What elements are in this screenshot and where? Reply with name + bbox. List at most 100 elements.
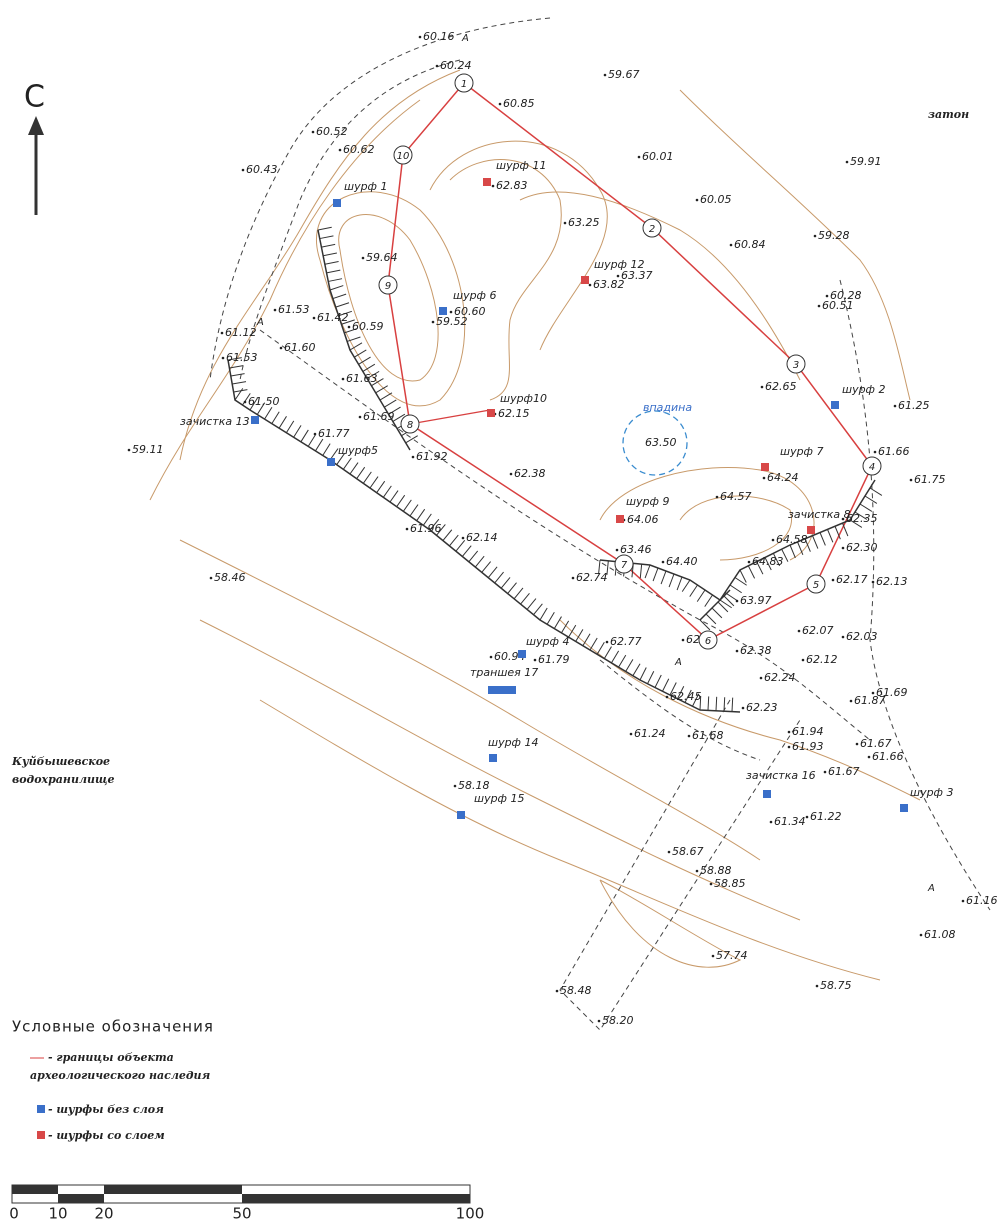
- pit-marker: [900, 804, 908, 812]
- elevation-label: 61.53: [278, 303, 310, 316]
- elevation-dot: [662, 561, 665, 564]
- boundary-point-label: 9: [385, 281, 391, 292]
- water-label: водохранилище: [12, 773, 114, 786]
- elevation-dot: [606, 641, 609, 644]
- elevation-dot: [128, 449, 131, 452]
- hatch-tick: [449, 535, 458, 546]
- elevation-label: 62.77: [610, 635, 642, 648]
- hatch-tick: [705, 595, 713, 607]
- legend-swatch: [37, 1105, 45, 1113]
- elevation-dot: [802, 659, 805, 662]
- hatch-tick: [790, 545, 795, 558]
- elevation-dot: [222, 357, 225, 360]
- hatch-tick: [716, 697, 717, 711]
- elevation-dot: [666, 696, 669, 699]
- elevation-label: 61.96: [410, 522, 442, 535]
- hatch-tick: [640, 564, 641, 578]
- hatch-tick: [648, 671, 654, 684]
- elevation-dot: [280, 347, 283, 350]
- elevation-dot: [770, 821, 773, 824]
- elevation-dot: [763, 477, 766, 480]
- elevation-dot: [638, 156, 641, 159]
- elevation-dot: [760, 677, 763, 680]
- legend-swatch: [37, 1131, 45, 1139]
- elevation-dot: [274, 309, 277, 312]
- elevation-dot: [716, 496, 719, 499]
- pit-marker: [483, 178, 491, 186]
- hatch-tick: [328, 279, 342, 282]
- elevation-dot: [832, 579, 835, 582]
- elevation-label: 62.45: [670, 690, 702, 703]
- elevation-dot: [868, 756, 871, 759]
- scale-label: 10: [48, 1205, 67, 1223]
- elevation-label: 62.83: [496, 179, 528, 192]
- hatch-tick: [320, 236, 334, 239]
- elevation-label: 64.06: [627, 513, 659, 526]
- hatch-tick: [265, 407, 272, 419]
- elevation-dot: [362, 257, 365, 260]
- elevation-label: 61.66: [878, 445, 910, 458]
- elevation-dot: [736, 600, 739, 603]
- elevation-dot: [556, 990, 559, 993]
- elevation-label: 64.83: [752, 555, 784, 568]
- elevation-dot: [761, 386, 764, 389]
- hatch-tick: [363, 472, 371, 483]
- pit-label: шурф5: [338, 444, 378, 457]
- elevation-label: 64.40: [666, 555, 698, 568]
- hatch-tick: [308, 434, 315, 446]
- elevation-dot: [419, 36, 422, 39]
- elevation-label: 61.22: [810, 810, 842, 823]
- hatch-tick: [604, 647, 611, 659]
- hatch-tick: [397, 495, 405, 506]
- hatch-tick: [619, 655, 626, 667]
- elevation-label: 61.42: [317, 311, 349, 324]
- pit-label: зачистка 8: [788, 508, 851, 521]
- elevation-label: 60.84: [734, 238, 766, 251]
- pit-label: зачистка 13: [180, 415, 250, 428]
- hatch-tick: [661, 571, 666, 584]
- north-label: С: [24, 80, 45, 115]
- elevation-dot: [850, 700, 853, 703]
- elevation-dot: [818, 305, 821, 308]
- scale-label: 100: [456, 1205, 485, 1223]
- hatch-tick: [720, 600, 732, 608]
- elevation-label: 62.23: [746, 701, 778, 714]
- elevation-dot: [842, 547, 845, 550]
- elevation-label: 59.91: [850, 155, 882, 168]
- hatch-tick: [865, 496, 877, 503]
- hatch-tick: [653, 568, 658, 581]
- elevation-label: 62.13: [876, 575, 908, 588]
- elevation-label: 61.25: [898, 399, 930, 412]
- hatch-tick: [377, 481, 385, 492]
- elevation-label: 58.85: [714, 877, 746, 890]
- elevation-label: 60.52: [316, 125, 348, 138]
- pit-marker: [251, 416, 259, 424]
- pit-marker: [761, 463, 769, 471]
- elevation-dot: [788, 746, 791, 749]
- hatch-tick: [645, 565, 650, 578]
- water-label: Куйбышевское: [11, 755, 110, 768]
- elevation-label: 58.67: [672, 845, 704, 858]
- hatch-tick: [380, 393, 392, 400]
- hatch-tick: [403, 500, 411, 511]
- elevation-dot: [564, 222, 567, 225]
- boundary-point-label: 1: [461, 79, 467, 90]
- hatch-tick: [813, 536, 818, 549]
- elevation-label: 61.67: [828, 765, 860, 778]
- elevation-dot: [462, 537, 465, 540]
- pit-marker: [763, 790, 771, 798]
- elevation-label: 62.03: [846, 630, 878, 643]
- pit-label: шурф 6: [453, 289, 496, 302]
- hatch-tick: [330, 286, 343, 290]
- hatch-tick: [712, 608, 722, 618]
- elevation-dot: [894, 405, 897, 408]
- scale-label: 20: [94, 1205, 113, 1223]
- elevation-label: 61.12: [225, 326, 257, 339]
- hatch-tick: [390, 491, 398, 502]
- elevation-dot: [499, 103, 502, 106]
- hatch-tick: [655, 675, 661, 688]
- pit-marker: [581, 276, 589, 284]
- pit-label: шурф 15: [474, 792, 524, 805]
- elevation-dot: [492, 185, 495, 188]
- elevation-dot: [872, 692, 875, 695]
